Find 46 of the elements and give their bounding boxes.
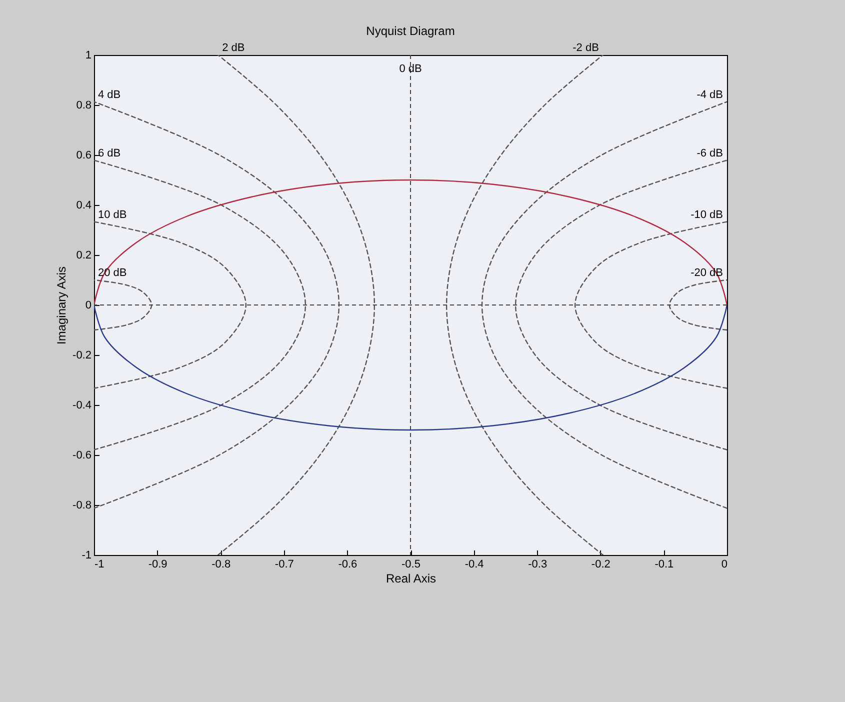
- y-tick-label: -0.2: [72, 350, 92, 362]
- line-series: [668, 279, 727, 331]
- series-label: -2 dB: [572, 42, 599, 54]
- x-tick-label: -0.8: [212, 558, 231, 570]
- x-tick-label: -0.5: [402, 558, 420, 570]
- line-series: [94, 304, 727, 431]
- x-tick-label: -0.3: [528, 558, 548, 570]
- series-label: -4 dB: [696, 88, 723, 101]
- y-tick-label: 0.2: [76, 250, 92, 262]
- x-tick-label: -0.9: [148, 558, 168, 570]
- y-tick-label: 0: [85, 300, 92, 312]
- line-series: [94, 279, 152, 331]
- series-label: 2 dB: [222, 42, 245, 54]
- y-axis-title: Imaginary Axis: [54, 266, 69, 345]
- x-tick-label: -0.4: [464, 558, 484, 570]
- y-tick-label: -0.4: [72, 400, 92, 412]
- line-series: [481, 101, 727, 509]
- x-tick-label: -0.1: [654, 558, 674, 570]
- line-series: [94, 101, 340, 509]
- line-series: [94, 221, 247, 389]
- y-tick-label: 0.8: [76, 100, 92, 112]
- y-tick-label: -0.8: [72, 500, 92, 512]
- x-tick-label: -0.7: [274, 558, 294, 570]
- ref-line-label: 0 dB: [399, 63, 422, 75]
- y-tick-label: -1: [82, 550, 92, 562]
- y-tick-label: 1: [85, 50, 92, 62]
- x-tick-label: -1: [94, 558, 104, 570]
- y-tick-label: 0.4: [76, 200, 92, 212]
- series-label: 6 dB: [98, 147, 121, 160]
- series-label: -6 dB: [696, 147, 723, 160]
- y-tick-label: -0.6: [72, 450, 92, 462]
- chart-title: Nyquist Diagram: [366, 24, 455, 38]
- line-series: [94, 179, 727, 306]
- line-series: [574, 221, 727, 389]
- line-series: [446, 55, 604, 555]
- line-series: [94, 160, 306, 450]
- line-series: [217, 55, 376, 555]
- x-tick-label: 0: [721, 558, 728, 570]
- x-tick-label: -0.6: [338, 558, 358, 570]
- series-label: 4 dB: [98, 88, 121, 101]
- x-axis-title: Real Axis: [386, 572, 436, 586]
- series-label: -10 dB: [690, 208, 723, 221]
- series-label: 10 dB: [98, 208, 127, 221]
- x-tick-label: -0.2: [591, 558, 610, 570]
- line-series: [514, 160, 727, 450]
- y-tick-label: 0.6: [76, 150, 92, 162]
